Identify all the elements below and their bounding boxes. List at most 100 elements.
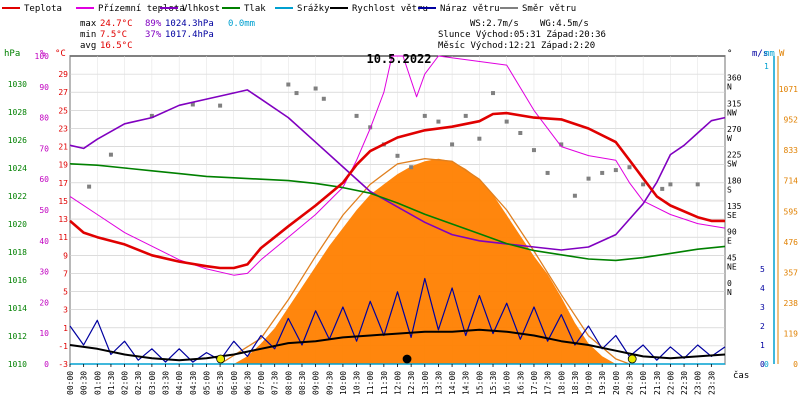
wind-dir-point: [586, 176, 591, 181]
wind-dir-point: [613, 168, 618, 173]
legend-label: Přízemní teplota: [98, 4, 185, 14]
axis-w-tick: 357: [784, 268, 799, 277]
axes: hPa1010101210141016101810201022102410261…: [4, 49, 798, 395]
axis-hpa-label: hPa: [4, 49, 20, 59]
axis-dir-name: N: [727, 83, 732, 92]
x-tick-label: 04:30: [189, 371, 198, 395]
axis-hpa-tick: 1016: [8, 276, 27, 285]
axis-temp-tick: 7: [63, 269, 68, 278]
x-tick-label: 20:30: [625, 371, 634, 395]
series-n-raz-v-tru: [69, 277, 726, 363]
axis-temp-tick: 19: [58, 161, 68, 170]
axis-w-tick: 119: [784, 329, 799, 338]
axis-hpa-tick: 1012: [8, 332, 27, 341]
legend-label: Srážky: [297, 4, 330, 14]
x-tick-label: 12:30: [407, 371, 416, 395]
wind-dir-point: [491, 91, 496, 96]
axis-temp-tick: -3: [58, 360, 68, 369]
axis-dir-name: NE: [727, 262, 737, 271]
axis-ms-tick: 3: [760, 303, 765, 312]
wind-dir-point: [559, 142, 564, 147]
x-tick-label: 16:00: [503, 371, 512, 395]
axis-w-tick: 714: [784, 177, 799, 186]
axis-pct-tick: 50: [39, 206, 49, 215]
stat-sun: Slunce Východ:05:31 Západ:20:36: [438, 30, 606, 40]
axis-pct-tick: 90: [39, 83, 49, 92]
wind-dir-point: [354, 113, 359, 118]
axis-ms-tick: 2: [760, 322, 765, 331]
stat-avg-temp: 16.5°C: [100, 41, 133, 51]
axis-dir-name: N: [727, 288, 732, 297]
wind-dir-point: [450, 142, 455, 147]
x-tick-label: 22:30: [680, 371, 689, 395]
wind-dir-point: [395, 153, 400, 158]
stat-avg-label: avg: [80, 41, 96, 51]
axis-pct-tick: 100: [35, 52, 50, 61]
x-tick-label: 02:00: [121, 371, 130, 395]
axis-w-tick: 833: [784, 146, 799, 155]
axis-hpa-tick: 1026: [8, 136, 27, 145]
axis-pct-label: %: [40, 49, 46, 59]
x-tick-label: 11:30: [380, 371, 389, 395]
x-tick-label: 23:30: [707, 371, 716, 395]
x-tick-label: 13:30: [434, 371, 443, 395]
x-tick-label: 18:30: [571, 371, 580, 395]
wind-dir-point: [600, 170, 605, 175]
axis-w-tick: 1071: [779, 85, 798, 94]
wind-dir-point: [313, 86, 318, 91]
axis-temp-label: °C: [55, 49, 66, 59]
marker-východ-slunce: [216, 354, 226, 364]
series-solar-area: [220, 158, 725, 364]
x-tick-label: 16:30: [516, 371, 525, 395]
axis-pct-tick: 60: [39, 175, 49, 184]
axis-dir-name: SE: [727, 211, 737, 220]
marker-západ-slunce: [627, 354, 637, 364]
wind-dir-point: [286, 82, 291, 87]
axis-ms-tick: 4: [760, 284, 765, 293]
axis-ms-tick: 1: [760, 341, 765, 350]
axis-temp-tick: 11: [58, 233, 68, 242]
axis-temp-tick: 27: [58, 88, 68, 97]
stat-max-hum: 89%: [145, 19, 162, 29]
wind-dir-point: [463, 113, 468, 118]
stat-min-label: min: [80, 30, 96, 40]
axis-temp-tick: 17: [58, 179, 68, 188]
stat-min-temp: 7.5°C: [100, 30, 127, 40]
axis-hpa-tick: 1018: [8, 248, 27, 257]
axis-dir-tick: 225: [727, 151, 742, 160]
x-tick-label: 08:30: [298, 371, 307, 395]
axis-ms-tick: 5: [760, 265, 765, 274]
wind-dir-point: [695, 182, 700, 187]
stat-wg: WG:4.5m/s: [540, 19, 589, 29]
x-tick-label: 10:00: [339, 371, 348, 395]
x-tick-label: 00:30: [80, 371, 89, 395]
stats-panel: max 24.7°C 89% 1024.3hPa 0.0mm min 7.5°C…: [80, 19, 606, 51]
axis-temp-tick: 29: [58, 70, 68, 79]
axis-pct-tick: 70: [39, 144, 49, 153]
x-tick-label: 03:00: [148, 371, 157, 395]
axis-w-label: W: [779, 49, 785, 59]
axis-temp-tick: 25: [58, 106, 68, 115]
axis-dir-label: °: [727, 49, 732, 59]
stat-min-hum: 37%: [145, 30, 162, 40]
axis-dir-name: S: [727, 185, 732, 194]
x-tick-label: 07:00: [257, 371, 266, 395]
axis-temp-tick: 21: [58, 143, 68, 152]
x-tick-label: 17:30: [544, 371, 553, 395]
x-tick-label: 05:30: [216, 371, 225, 395]
series-teplota: [69, 111, 725, 270]
x-tick-label: 19:00: [585, 371, 594, 395]
axis-dir-tick: 45: [727, 253, 737, 262]
wind-dir-point: [518, 131, 523, 135]
x-tick-label: 02:30: [134, 371, 143, 395]
x-tick-label: 01:30: [107, 371, 116, 395]
x-tick-label: 20:00: [612, 371, 621, 395]
x-tick-label: 14:30: [462, 371, 471, 395]
wind-dir-point: [668, 182, 673, 187]
axis-temp-tick: 9: [63, 251, 68, 260]
stat-max-label: max: [80, 19, 97, 29]
axis-hpa-tick: 1020: [8, 220, 27, 229]
axis-hpa-tick: 1028: [8, 108, 27, 117]
axis-temp-tick: -1: [58, 342, 68, 351]
